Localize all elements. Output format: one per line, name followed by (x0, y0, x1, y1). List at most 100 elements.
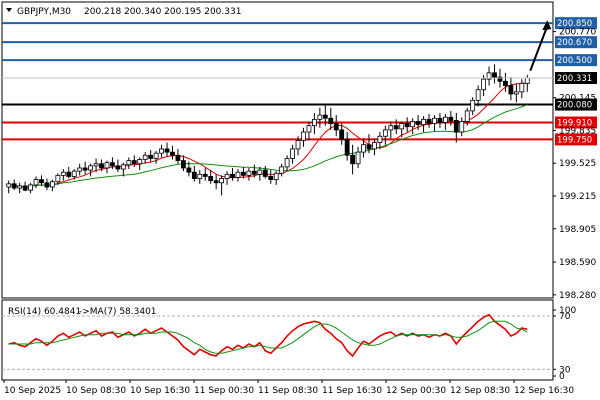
bear-candle-body (11, 183, 17, 189)
candle (148, 150, 154, 162)
time-tick-label: 11 Sep 00:30 (194, 386, 254, 396)
candle (301, 127, 306, 147)
bull-candle-body (317, 114, 323, 120)
candle (453, 113, 459, 143)
bear-candle-body (110, 162, 115, 167)
bear-candle-body (22, 185, 28, 191)
bull-candle-body (290, 148, 295, 159)
candle (328, 107, 334, 130)
bull-candle-body (421, 118, 426, 126)
price-pane-frame (1, 1, 554, 299)
bull-candle-body (137, 159, 143, 165)
level-tag-label: 200.670 (557, 38, 592, 48)
bull-candle-body (219, 178, 225, 184)
candle (475, 85, 481, 107)
candle (60, 169, 66, 181)
bull-candle-body (486, 72, 492, 80)
bull-candle-body (475, 89, 481, 101)
price-chart[interactable] (1, 1, 554, 299)
candle (399, 121, 405, 138)
arrow-head-icon (542, 20, 552, 31)
candle (273, 171, 279, 185)
candle (202, 167, 208, 181)
bear-candle-body (333, 123, 339, 131)
candle (137, 157, 143, 171)
current-price-label: 200.331 (557, 74, 592, 84)
bear-candle-body (148, 154, 154, 159)
bear-candle-body (186, 167, 192, 173)
bull-candle-body (71, 170, 77, 177)
level-tag-label: 199.750 (557, 135, 592, 145)
candle (126, 157, 132, 170)
candle (208, 170, 214, 184)
candle (519, 79, 525, 99)
price-tick-label: 200.770 (559, 28, 596, 38)
candle (284, 155, 290, 172)
bull-candle-body (224, 173, 230, 179)
bull-candle-body (142, 154, 148, 160)
bear-candle-body (268, 176, 274, 181)
bear-candle-body (350, 154, 356, 165)
bull-candle-body (17, 185, 23, 189)
bull-candle-body (524, 77, 530, 84)
bear-candle-body (202, 173, 208, 177)
candle (180, 155, 186, 172)
bull-candle-body (377, 135, 383, 143)
rsi-tick-label: 100 (559, 306, 576, 316)
level-tag (555, 98, 597, 111)
bear-candle-body (230, 173, 235, 178)
candle (246, 167, 252, 181)
bear-candle-body (262, 169, 268, 177)
candle (115, 159, 121, 173)
candle (142, 152, 148, 164)
bull-candle-body (60, 171, 66, 176)
candle (6, 180, 12, 194)
time-tick-label: 10 Sep 2025 (4, 386, 61, 396)
candle (388, 121, 394, 139)
candle (344, 132, 350, 161)
bull-candle-body (33, 179, 39, 186)
bull-candle-body (355, 151, 361, 165)
candle (464, 107, 470, 126)
candle (262, 165, 268, 179)
bear-candle-body (131, 160, 137, 165)
level-tag-label: 200.500 (557, 56, 592, 66)
candle (486, 66, 492, 86)
bear-candle-body (344, 139, 350, 156)
candle (404, 117, 410, 133)
candle (213, 174, 219, 190)
bear-candle-body (213, 180, 219, 184)
bear-candle-body (82, 167, 88, 171)
bull-candle-body (77, 167, 83, 172)
bear-candle-body (404, 123, 410, 128)
candle (28, 182, 33, 194)
candle (93, 158, 99, 173)
bull-candle-body (273, 172, 279, 180)
candle (421, 116, 426, 133)
rsi-pane-frame (1, 299, 554, 381)
current-price-tag (555, 72, 597, 85)
candle (306, 121, 312, 141)
time-tick-label: 12 Sep 16:30 (514, 386, 574, 396)
time-tick-label: 10 Sep 08:30 (66, 386, 126, 396)
bear-candle-body (453, 120, 459, 133)
level-tag-label: 199.910 (557, 119, 592, 129)
bull-candle-body (399, 123, 405, 130)
rsi-ma-line (8, 320, 528, 354)
bull-candle-body (88, 165, 94, 171)
candle (120, 162, 126, 177)
candle (224, 171, 230, 185)
candle (459, 117, 465, 137)
rsi-tick-label: 70 (559, 312, 571, 322)
candle (333, 115, 339, 137)
time-tick-label: 11 Sep 16:30 (322, 386, 382, 396)
candle (71, 169, 77, 180)
candle (170, 145, 175, 160)
collapse-triangle-icon[interactable] (6, 8, 12, 12)
bull-candle-body (279, 166, 285, 174)
bear-candle-body (164, 148, 170, 153)
candle (339, 123, 345, 145)
bear-candle-body (366, 144, 372, 150)
bear-candle-body (251, 170, 257, 175)
rsi-chart[interactable] (1, 299, 554, 381)
